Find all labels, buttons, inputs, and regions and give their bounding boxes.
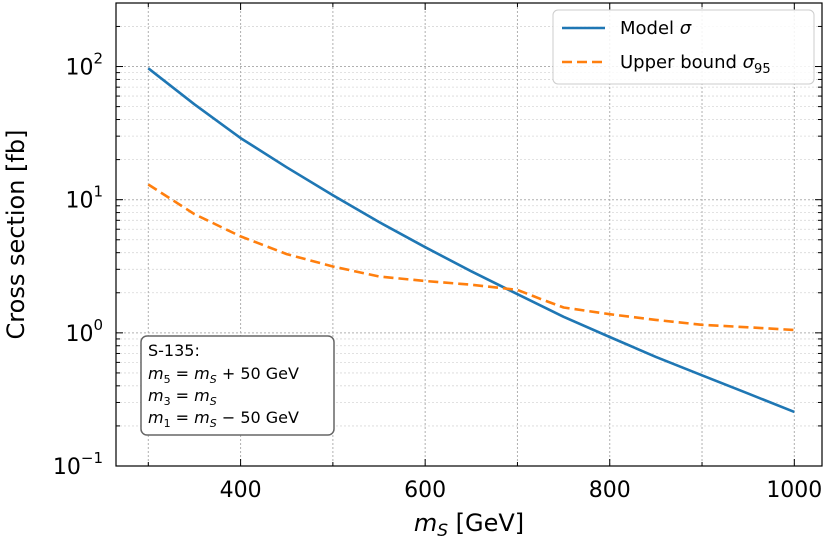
series-line-upper-bound-sigma95 — [147, 183, 795, 332]
legend-label: Model σ — [620, 18, 692, 39]
annotation-line: m1 = mS − 50 GeV — [148, 408, 299, 430]
x-tick-label: 600 — [404, 478, 446, 503]
legend-label: Upper bound σ95 — [620, 52, 771, 77]
ticks — [116, 2, 822, 467]
x-tick-label: 400 — [220, 478, 262, 503]
series-line-model-sigma — [147, 67, 795, 414]
y-tick-label: 10−1 — [53, 449, 103, 480]
annotation-line: m3 = mS — [148, 386, 217, 408]
annotation-box — [140, 335, 335, 436]
legend-box — [552, 9, 815, 85]
annotation-title: S-135: — [148, 341, 200, 360]
y-tick-label: 100 — [65, 316, 103, 347]
legend: Model σ Upper bound σ95 — [552, 9, 815, 85]
x-tick-label: 800 — [589, 478, 631, 503]
y-axis-title: Cross section [fb] — [2, 130, 30, 340]
x-tick-label: 1000 — [766, 478, 822, 503]
annotation-line: m5 = mS + 50 GeV — [148, 364, 299, 386]
plot-frame — [115, 2, 823, 467]
x-axis-title: mS [GeV] — [414, 509, 524, 540]
y-tick-label: 101 — [65, 183, 103, 214]
y-tick-label: 102 — [65, 50, 103, 81]
